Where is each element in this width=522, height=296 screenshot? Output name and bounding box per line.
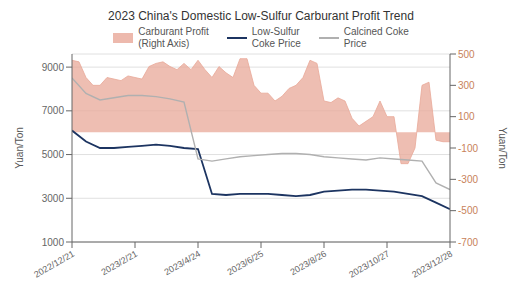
svg-text:-100: -100 (458, 143, 478, 154)
svg-text:9000: 9000 (42, 62, 65, 73)
svg-text:2023/6/25: 2023/6/25 (226, 249, 266, 278)
svg-text:2022/12/21: 2022/12/21 (32, 249, 76, 280)
svg-text:5000: 5000 (42, 149, 65, 160)
svg-text:-700: -700 (458, 237, 478, 248)
svg-text:-300: -300 (458, 174, 478, 185)
svg-text:1000: 1000 (42, 237, 65, 248)
svg-text:7000: 7000 (42, 105, 65, 116)
svg-text:3000: 3000 (42, 193, 65, 204)
svg-text:300: 300 (458, 80, 475, 91)
svg-text:2023/4/24: 2023/4/24 (163, 249, 203, 278)
html-text:Calcined Coke Price: Calcined Coke Price (343, 26, 409, 49)
html-text:Low-Sulfur Coke Price: Low-Sulfur Coke Price (251, 26, 301, 49)
svg-text:Yuan/Ton: Yuan/Ton (497, 127, 508, 169)
html-text:2023 China's Domestic Low-Sulf: 2023 China's Domestic Low-Sulfur Carbura… (108, 9, 414, 23)
svg-text:100: 100 (458, 111, 475, 122)
svg-text:500: 500 (458, 49, 475, 60)
svg-text:Yuan/Ton: Yuan/Ton (14, 127, 25, 169)
svg-text:2023/8/26: 2023/8/26 (289, 249, 329, 278)
svg-text:2023/12/28: 2023/12/28 (410, 249, 454, 280)
svg-text:2023/2/21: 2023/2/21 (100, 249, 140, 278)
html-text:Carburant Profit (Right Axis): Carburant Profit (Right Axis) (138, 26, 209, 49)
svg-text:-500: -500 (458, 205, 478, 216)
svg-text:2023/10/27: 2023/10/27 (347, 249, 391, 280)
